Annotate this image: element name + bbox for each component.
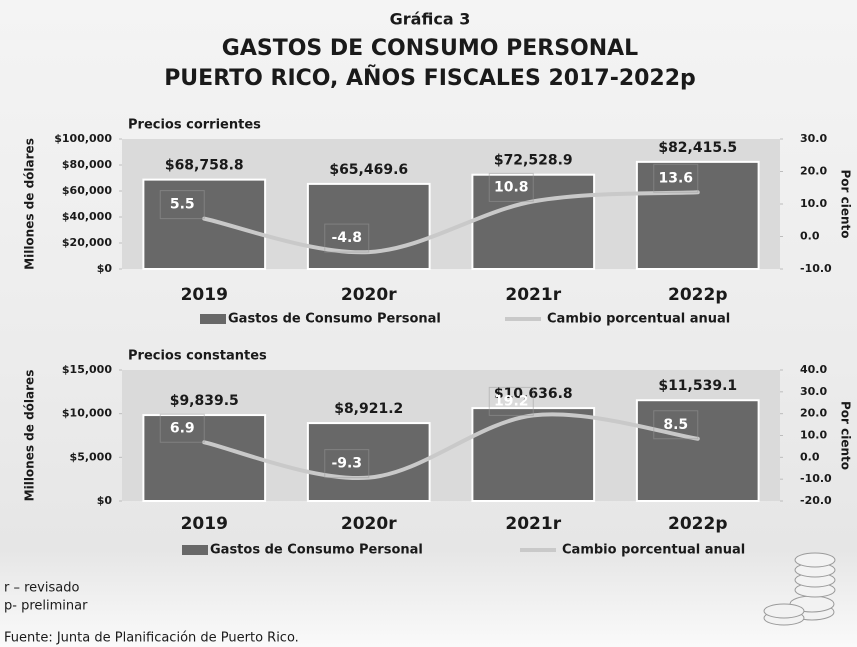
y-tick-label: $40,000: [62, 210, 112, 223]
y2-tick-label: 40.0: [800, 363, 827, 376]
y2-tick-label: 30.0: [800, 385, 827, 398]
y2-tick-label: -10.0: [800, 472, 832, 485]
line-value-label: 8.5: [663, 417, 688, 433]
y2-tick-label: 10.0: [800, 197, 827, 210]
footnote: r – revisado: [4, 581, 79, 596]
x-tick-label: 2021r: [505, 514, 561, 534]
y-tick-label: $15,000: [62, 363, 112, 376]
y-tick-label: $60,000: [62, 184, 112, 197]
line-value-label: -9.3: [331, 456, 362, 472]
bar-value-label: $68,758.8: [165, 158, 244, 174]
x-tick-label: 2019: [181, 514, 228, 534]
line-value-label: 19.2: [494, 393, 529, 409]
source: Fuente: Junta de Planificación de Puerto…: [4, 631, 299, 646]
y2-tick-label: 10.0: [800, 429, 827, 442]
y2-tick-label: 20.0: [800, 165, 827, 178]
bar-value-label: $72,528.9: [494, 153, 573, 169]
legend-label: Gastos de Consumo Personal: [210, 543, 423, 558]
y-axis-label: Millones de dólares: [23, 370, 37, 502]
y-tick-label: $0: [97, 262, 113, 275]
legend-label: Cambio porcentual anual: [547, 312, 730, 327]
x-tick-label: 2020r: [341, 285, 397, 305]
y-tick-label: $0: [97, 494, 113, 507]
figure-title: GASTOS DE CONSUMO PERSONAL: [222, 36, 638, 61]
bar-value-label: $65,469.6: [329, 162, 408, 178]
y2-tick-label: 20.0: [800, 407, 827, 420]
bar-value-label: $11,539.1: [658, 378, 737, 394]
y2-tick-label: -20.0: [800, 494, 832, 507]
chart-title: Precios corrientes: [128, 118, 261, 133]
y-tick-label: $100,000: [54, 132, 112, 145]
y-tick-label: $80,000: [62, 158, 112, 171]
legend-label: Cambio porcentual anual: [562, 543, 745, 558]
bar-value-label: $82,415.5: [658, 140, 737, 156]
line-value-label: 5.5: [170, 197, 195, 213]
x-tick-label: 2022p: [668, 285, 727, 305]
legend-label: Gastos de Consumo Personal: [228, 312, 441, 327]
y2-axis-label: Por ciento: [839, 169, 853, 238]
bar: [472, 408, 594, 501]
y2-tick-label: -10.0: [800, 262, 832, 275]
line-value-label: -4.8: [331, 230, 362, 246]
y-tick-label: $20,000: [62, 236, 112, 249]
x-tick-label: 2020r: [341, 514, 397, 534]
chart-title: Precios constantes: [128, 349, 267, 364]
figure-title: PUERTO RICO, AÑOS FISCALES 2017-2022p: [164, 65, 696, 91]
y-axis-label: Millones de dólares: [23, 138, 37, 270]
x-tick-label: 2021r: [505, 285, 561, 305]
line-value-label: 13.6: [658, 170, 693, 186]
legend-swatch: [182, 545, 208, 555]
line-value-label: 6.9: [170, 420, 195, 436]
footnote: p- preliminar: [4, 599, 88, 614]
y2-axis-label: Por ciento: [839, 401, 853, 470]
bar-value-label: $8,921.2: [334, 401, 403, 417]
line-value-label: 10.8: [494, 179, 529, 195]
y2-tick-label: 0.0: [800, 450, 820, 463]
y2-tick-label: 30.0: [800, 132, 827, 145]
figure-label: Gráfica 3: [390, 10, 471, 29]
legend-swatch: [200, 314, 226, 324]
x-tick-label: 2019: [181, 285, 228, 305]
bar-value-label: $9,839.5: [170, 393, 239, 409]
y2-tick-label: 0.0: [800, 230, 820, 243]
x-tick-label: 2022p: [668, 514, 727, 534]
y-tick-label: $10,000: [62, 407, 112, 420]
page: Gráfica 3 GASTOS DE CONSUMO PERSONAL PUE…: [0, 0, 857, 647]
y-tick-label: $5,000: [70, 450, 113, 463]
